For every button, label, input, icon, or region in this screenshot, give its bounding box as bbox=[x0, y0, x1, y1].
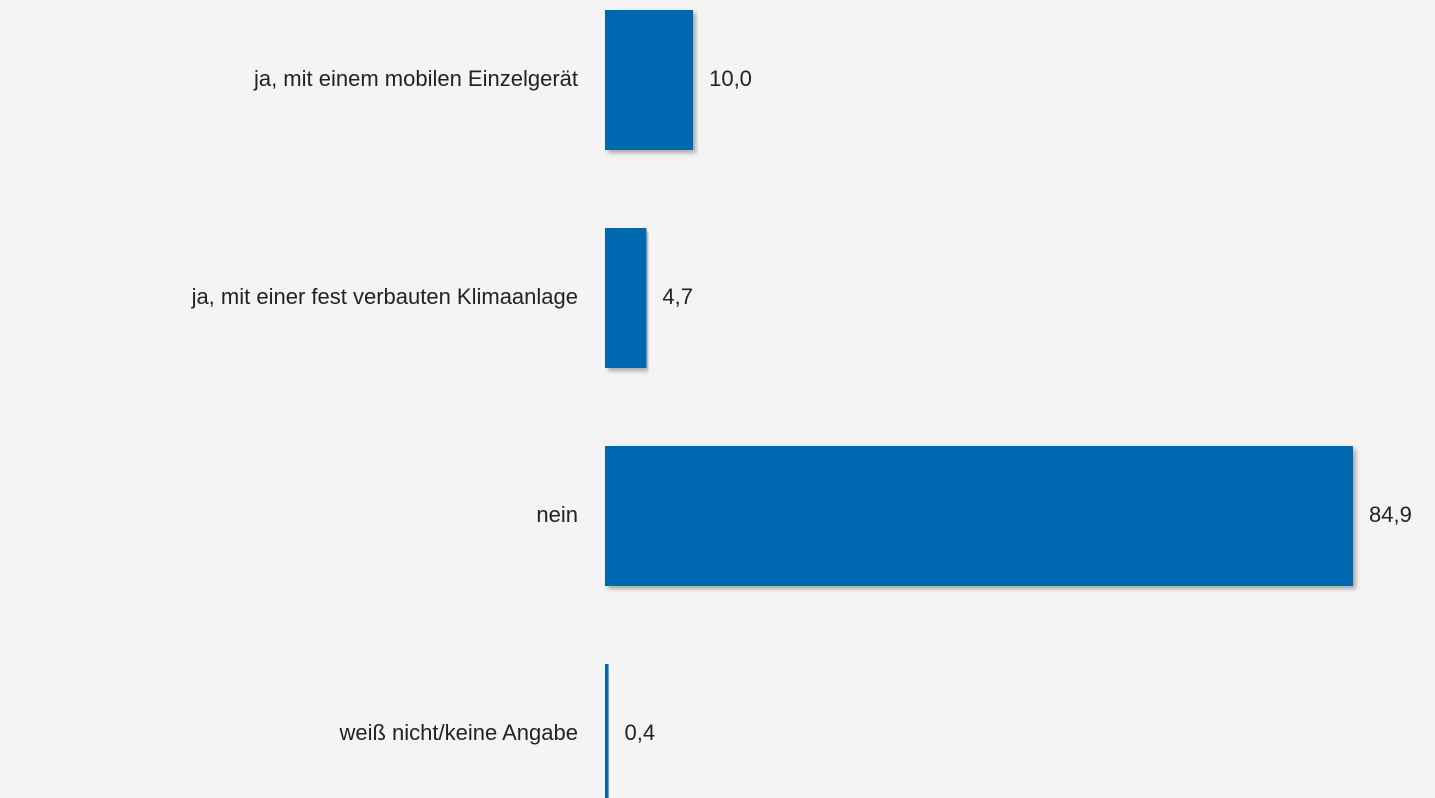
value-label: 4,7 bbox=[662, 284, 693, 309]
value-label: 0,4 bbox=[625, 720, 656, 745]
bar bbox=[605, 446, 1353, 586]
category-label: nein bbox=[536, 502, 578, 527]
bar bbox=[605, 228, 647, 368]
category-label: ja, mit einer fest verbauten Klimaanlage bbox=[191, 284, 578, 309]
value-label: 84,9 bbox=[1369, 502, 1412, 527]
value-label: 10,0 bbox=[709, 66, 752, 91]
category-label: ja, mit einem mobilen Einzelgerät bbox=[253, 66, 578, 91]
category-label: weiß nicht/keine Angabe bbox=[339, 720, 579, 745]
bar bbox=[605, 10, 694, 150]
bar bbox=[605, 664, 609, 798]
